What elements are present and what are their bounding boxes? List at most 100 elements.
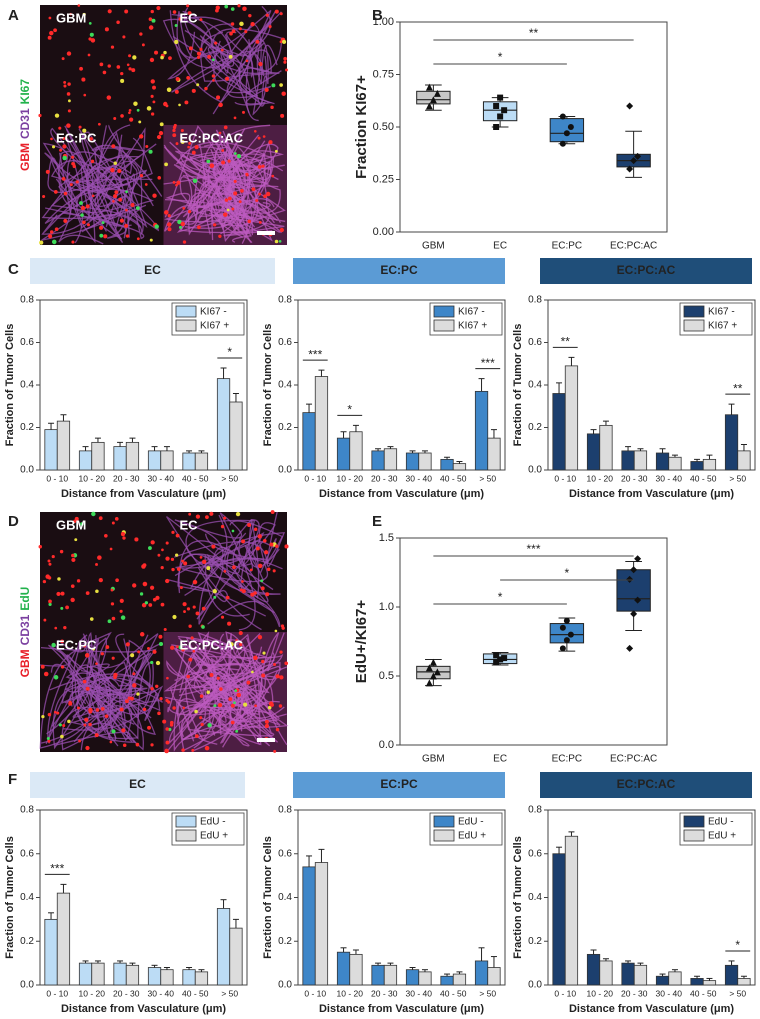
- cell: [260, 579, 264, 583]
- panel-header: [30, 258, 275, 284]
- cell: [168, 727, 172, 732]
- cell: [172, 128, 176, 133]
- cell: [163, 627, 167, 632]
- bar: [690, 461, 704, 471]
- cell: [115, 578, 119, 583]
- data-point: [563, 617, 570, 624]
- bar: [56, 892, 71, 986]
- legend-label: EdU +: [708, 831, 736, 842]
- cell: [54, 626, 58, 630]
- cell: [107, 64, 111, 68]
- cell: [178, 225, 183, 229]
- cell: [63, 80, 67, 84]
- cell: [63, 218, 68, 224]
- bar: [383, 964, 398, 986]
- cell: [60, 639, 64, 644]
- x-axis-label: Distance from Vasculature (μm): [569, 488, 734, 500]
- cell: [152, 85, 156, 90]
- panel-label: C: [8, 261, 19, 278]
- cell: [235, 729, 239, 733]
- cell: [225, 595, 230, 600]
- bar: [690, 978, 704, 986]
- cell: [114, 190, 119, 195]
- cell: [279, 675, 284, 680]
- cell: [113, 675, 117, 680]
- bar: [702, 458, 717, 471]
- cell: [250, 592, 255, 597]
- cell: [89, 137, 94, 141]
- y-tick-label: 0.8: [20, 295, 34, 306]
- cell: [87, 53, 91, 57]
- cell: [253, 527, 258, 532]
- data-point: [425, 102, 433, 110]
- cell: [104, 533, 108, 538]
- cell: [275, 727, 280, 732]
- cell: [83, 644, 86, 648]
- x-tick-label: > 50: [479, 473, 496, 483]
- cell: [144, 183, 148, 186]
- y-tick-label: 0.0: [278, 465, 292, 476]
- cell: [174, 24, 178, 28]
- x-tick-label: 0 - 10: [554, 988, 576, 998]
- data-point: [425, 664, 433, 672]
- bar: [349, 953, 363, 986]
- panel-header-title: EC: [129, 777, 146, 791]
- cell: [88, 722, 92, 727]
- cell: [165, 727, 169, 731]
- cell: [139, 173, 144, 178]
- cell: [48, 562, 52, 566]
- cell: [111, 729, 116, 734]
- vessel: [40, 646, 158, 716]
- legend-swatch: [433, 815, 455, 828]
- cell: [226, 208, 230, 212]
- cell: [273, 749, 277, 753]
- cell: [54, 227, 59, 232]
- cell: [163, 50, 167, 55]
- cell: [196, 83, 200, 87]
- x-tick-label: 30 - 40: [406, 988, 433, 998]
- y-tick-label: 0.8: [278, 295, 292, 306]
- cell: [139, 134, 144, 139]
- cell: [62, 723, 66, 728]
- y-tick-label: 0.0: [278, 980, 292, 991]
- cell: [163, 210, 169, 215]
- cell: [196, 225, 201, 230]
- cell: [62, 144, 67, 149]
- x-tick-label: EC:PC: [552, 754, 583, 765]
- vessel: [77, 137, 153, 194]
- cell: [241, 539, 246, 544]
- cell: [231, 207, 235, 211]
- cell: [180, 140, 185, 144]
- cell: [139, 32, 143, 36]
- cell: [233, 179, 237, 183]
- bar: [314, 862, 329, 986]
- plot-frame: [399, 21, 668, 233]
- vessel: [49, 673, 155, 740]
- cell: [192, 579, 198, 585]
- cell: [180, 221, 185, 227]
- bar: [78, 962, 93, 986]
- x-tick-label: 10 - 20: [79, 473, 106, 483]
- cell: [128, 108, 132, 112]
- cell: [201, 559, 207, 565]
- cell: [170, 645, 175, 650]
- data-point: [634, 555, 642, 563]
- cell: [158, 641, 164, 647]
- cell: [68, 99, 71, 103]
- cell: [70, 584, 75, 588]
- cell: [137, 650, 141, 654]
- data-point: [559, 113, 566, 120]
- vessel: [50, 151, 133, 231]
- cell: [121, 728, 126, 733]
- cell: [158, 634, 163, 639]
- cell: [228, 196, 232, 201]
- x-tick-label: EC:PC: [552, 241, 583, 252]
- cell: [233, 116, 237, 120]
- cell: [271, 83, 276, 88]
- cell: [167, 222, 172, 227]
- bar: [182, 452, 196, 471]
- cell: [238, 200, 242, 204]
- cell: [236, 154, 242, 159]
- legend-swatch: [433, 829, 455, 842]
- cell: [199, 716, 203, 720]
